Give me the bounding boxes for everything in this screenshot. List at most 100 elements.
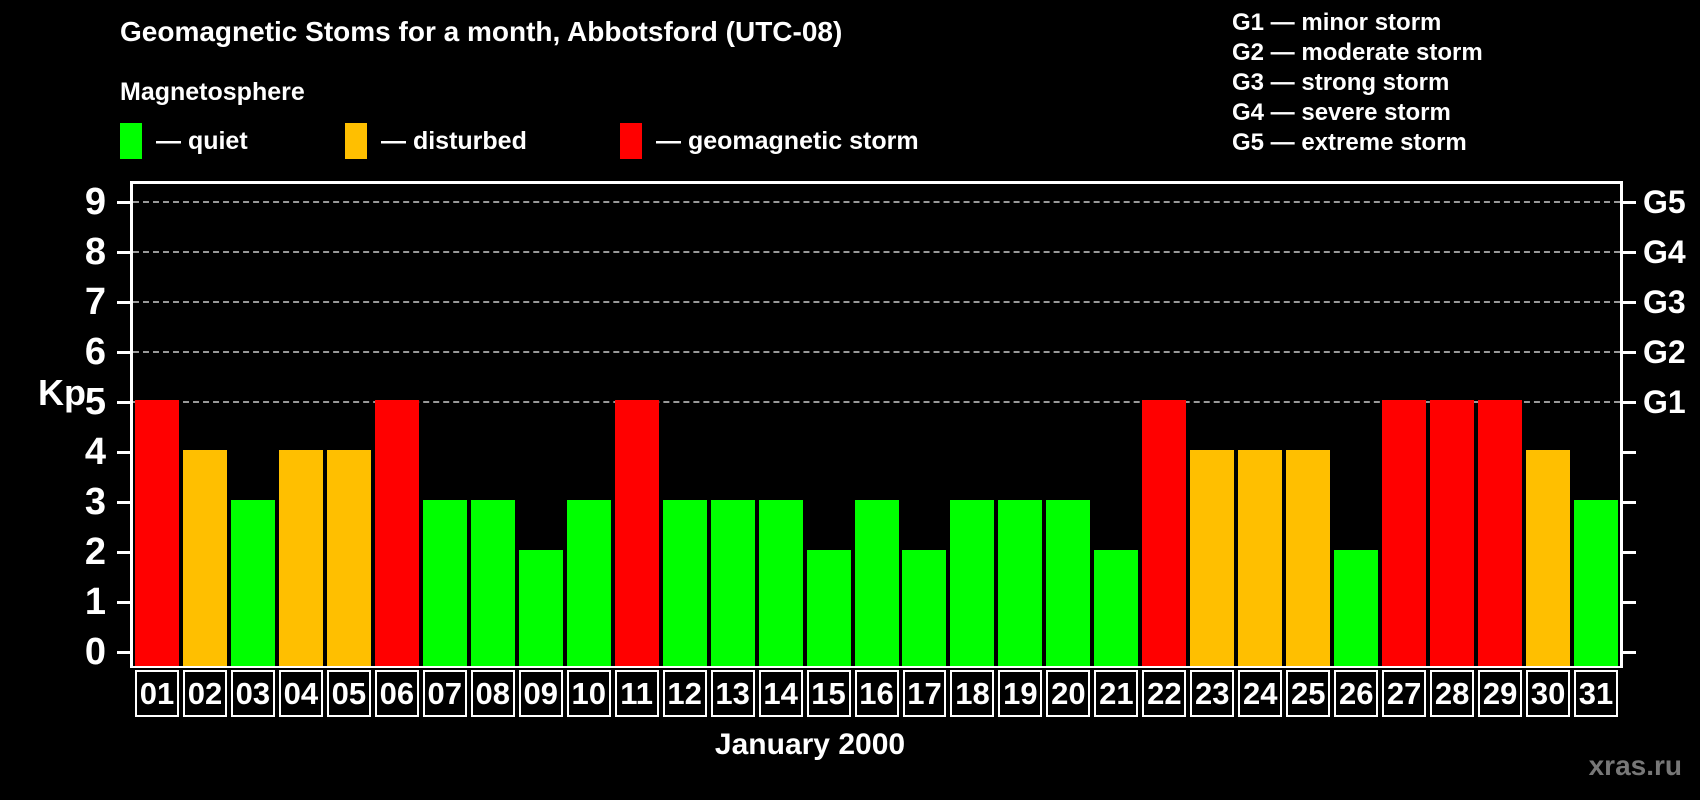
bar-day-23 — [1190, 450, 1235, 666]
left-axis-label-2: 2 — [84, 531, 106, 573]
right-tick-1 — [1623, 601, 1636, 604]
bar-day-13 — [710, 500, 755, 666]
gridline-kp-7 — [133, 301, 1620, 303]
day-label-01: 01 — [135, 670, 179, 717]
bar-slot-22 — [1140, 184, 1188, 666]
bar-slot-08 — [469, 184, 517, 666]
day-label-18: 18 — [950, 670, 995, 717]
bar-slot-04 — [277, 184, 325, 666]
bar-day-31 — [1574, 500, 1619, 666]
day-label-30: 30 — [1526, 670, 1571, 717]
left-axis-label-1: 1 — [84, 581, 106, 623]
left-tick-4 — [117, 451, 130, 454]
page-title: Geomagnetic Stoms for a month, Abbotsfor… — [120, 16, 843, 47]
gridline-kp-8 — [133, 251, 1620, 253]
bar-slot-05 — [325, 184, 373, 666]
bar-slot-20 — [1044, 184, 1092, 666]
bar-day-28 — [1430, 400, 1475, 666]
day-label-09: 09 — [518, 670, 563, 717]
right-tick-6 — [1623, 351, 1636, 354]
left-tick-1 — [117, 601, 130, 604]
bar-day-19 — [998, 500, 1043, 666]
bar-day-06 — [374, 400, 419, 666]
day-label-17: 17 — [902, 670, 947, 717]
bar-slot-03 — [229, 184, 277, 666]
gridline-kp-5 — [133, 401, 1620, 403]
day-label-28: 28 — [1430, 670, 1475, 717]
day-label-12: 12 — [662, 670, 707, 717]
bar-day-27 — [1382, 400, 1427, 666]
day-label-14: 14 — [758, 670, 803, 717]
bar-day-17 — [902, 550, 947, 666]
gridline-kp-9 — [133, 201, 1620, 203]
day-label-22: 22 — [1142, 670, 1187, 717]
right-tick-5 — [1623, 401, 1636, 404]
day-label-15: 15 — [806, 670, 851, 717]
left-tick-2 — [117, 551, 130, 554]
day-label-03: 03 — [230, 670, 275, 717]
right-axis-label-g1: G1 — [1643, 384, 1686, 420]
bar-day-03 — [230, 500, 275, 666]
bar-slot-26 — [1332, 184, 1380, 666]
day-label-05: 05 — [326, 670, 371, 717]
bar-day-26 — [1334, 550, 1379, 666]
bars-container — [133, 184, 1620, 666]
bar-slot-13 — [709, 184, 757, 666]
g-scale-legend-g1: G1 — minor storm — [1232, 9, 1442, 36]
bar-slot-28 — [1428, 184, 1476, 666]
left-axis-label-7: 7 — [84, 281, 106, 323]
g-scale-legend: G1 — minor storm G2 — moderate storm G3 … — [1232, 8, 1483, 158]
right-tick-4 — [1623, 451, 1636, 454]
bar-day-09 — [518, 550, 563, 666]
bar-slot-15 — [805, 184, 853, 666]
bar-slot-21 — [1092, 184, 1140, 666]
left-axis-label-6: 6 — [84, 331, 106, 373]
bar-day-25 — [1286, 450, 1331, 666]
bar-slot-29 — [1476, 184, 1524, 666]
right-axis-label-g5: G5 — [1643, 184, 1686, 220]
bar-slot-16 — [853, 184, 901, 666]
day-label-10: 10 — [566, 670, 611, 717]
legend-label-quiet: — quiet — [156, 126, 248, 155]
g-scale-legend-g5: G5 — extreme storm — [1232, 129, 1467, 156]
day-label-07: 07 — [422, 670, 467, 717]
legend-label-storm: — geomagnetic storm — [656, 126, 919, 155]
left-tick-7 — [117, 301, 130, 304]
right-tick-3 — [1623, 501, 1636, 504]
y-axis-right: G1 G2 G3 G4 G5 — [1623, 181, 1700, 668]
bar-day-30 — [1526, 450, 1571, 666]
bar-slot-07 — [421, 184, 469, 666]
day-label-08: 08 — [470, 670, 515, 717]
bar-slot-27 — [1380, 184, 1428, 666]
legend-item-disturbed: — disturbed — [345, 122, 527, 160]
g-scale-legend-g3: G3 — strong storm — [1232, 69, 1450, 96]
bar-day-01 — [134, 400, 179, 666]
bar-day-21 — [1094, 550, 1139, 666]
plot-area — [130, 181, 1623, 668]
left-axis-label-8: 8 — [84, 231, 106, 273]
day-label-02: 02 — [182, 670, 227, 717]
legend-item-storm: — geomagnetic storm — [620, 122, 919, 160]
bar-day-18 — [950, 500, 995, 666]
left-axis-label-3: 3 — [84, 481, 106, 523]
bar-slot-11 — [613, 184, 661, 666]
gridline-kp-6 — [133, 351, 1620, 353]
left-tick-3 — [117, 501, 130, 504]
left-axis-label-5: 5 — [84, 381, 106, 423]
day-label-06: 06 — [374, 670, 419, 717]
left-tick-5 — [117, 401, 130, 404]
y-axis-left: 0 1 2 3 4 5 6 7 8 9 — [0, 181, 130, 672]
bar-slot-18 — [948, 184, 996, 666]
legend-item-quiet: — quiet — [120, 122, 248, 160]
bar-slot-25 — [1284, 184, 1332, 666]
bar-slot-24 — [1236, 184, 1284, 666]
left-tick-0 — [117, 651, 130, 654]
bar-slot-19 — [996, 184, 1044, 666]
bar-day-16 — [854, 500, 899, 666]
bar-slot-01 — [133, 184, 181, 666]
left-tick-8 — [117, 251, 130, 254]
left-axis-label-4: 4 — [84, 431, 106, 473]
day-label-19: 19 — [998, 670, 1043, 717]
g-scale-legend-g4: G4 — severe storm — [1232, 99, 1451, 126]
